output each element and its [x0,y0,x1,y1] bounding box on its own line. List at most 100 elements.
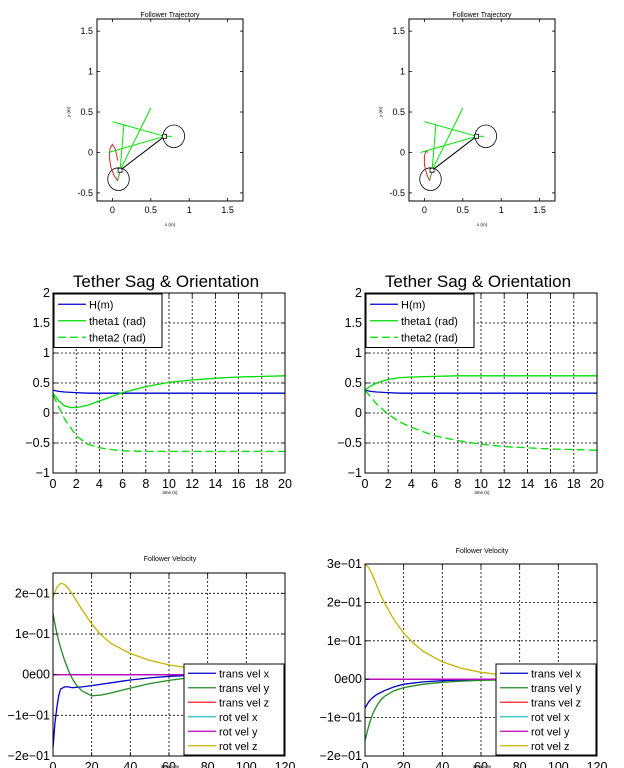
x-tick-label: 0 [50,760,57,768]
x-tick-label: 80 [513,760,527,768]
y-tick-label: 2 [43,286,50,300]
x-tick-label: 0.5 [457,205,470,215]
legend-label: theta1 (rad) [89,316,146,328]
x-tick-label: 1 [499,205,504,215]
plot-area [53,582,189,748]
legend-label: rot vel y [531,726,570,738]
chart-title: Follower Velocity [144,556,197,563]
plot-frame [96,18,244,202]
legend-box [495,663,597,756]
x-tick-label: 1.5 [533,205,546,215]
y-tick-label: −1e−01 [320,711,362,725]
x-tick-label: 80 [201,760,215,768]
legend-label: rot vel y [219,726,258,738]
x-tick-label: 6 [431,477,438,491]
x-tick-label: 100 [548,760,569,768]
trajectory-chart-right: Follower Trajectory 0 0.5 1 1.5 -0.5 0 0.5 1 1.5 x… [378,12,556,227]
y-tick-label: 0e00 [22,668,50,682]
x-tick-label: 12 [497,477,511,491]
plot-area [53,375,285,453]
x-tick-label: 16 [544,477,558,491]
legend-label: trans vel y [219,683,270,695]
x-tick-label: 0 [362,477,369,491]
series-line-0 [365,389,597,394]
legend-label: H(m) [89,299,113,311]
series-line-0 [53,389,285,394]
x-tick-label: 1 [187,205,192,215]
x-tick-label: 60 [162,760,176,768]
x-tick-label: 8 [454,477,461,491]
series-line-6 [108,135,165,153]
legend-label: rot vel x [531,712,570,724]
series-line-1 [365,679,501,741]
series-line-1 [365,375,597,391]
y-tick-label: −1 [348,466,362,480]
y-tick-label: 1e−01 [327,634,362,648]
x-tick-label: 120 [587,760,608,768]
x-axis-label: x (m) [165,222,176,227]
legend-label: theta2 (rad) [89,332,146,344]
x-tick-label: 16 [232,477,246,491]
series-line-0 [423,149,431,182]
x-tick-label: 10 [162,477,176,491]
chart-title: Follower Trajectory [452,12,512,19]
y-tick-label: −1 [36,466,50,480]
y-tick-label: 1.5 [345,316,362,330]
y-tick-label: 3e−01 [327,557,362,571]
plot-area [107,107,186,191]
chart-title: Tether Sag & Orientation [73,272,259,291]
y-tick-label: 1 [355,346,362,360]
x-tick-label: 120 [275,760,296,768]
plot-area [365,375,597,451]
series-line-3 [119,124,125,171]
y-axis-label: y (m) [66,106,71,117]
legend-label: trans vel z [531,697,581,709]
y-tick-label: 0e00 [334,672,362,686]
x-tick-label: 8 [142,477,149,491]
legend-box [183,663,285,756]
marker-square [117,167,123,173]
plot-area [419,107,498,191]
y-tick-label: 1 [400,67,405,77]
x-tick-label: 40 [123,760,137,768]
y-tick-label: 1e−01 [15,627,50,641]
series-line-3 [431,124,437,171]
sag-left-panel: Tether Sag & Orientation 0 2 4 6 8 10 12 14 16 18 2… [0,250,312,505]
series-line-5 [53,582,189,669]
series-line-5 [365,564,501,676]
series-line-4 [431,107,464,171]
y-tick-label: 1 [88,67,93,77]
legend-label: trans vel z [219,697,269,709]
series-line-2 [431,135,477,171]
velocity-chart-right: Follower Velocity 0 20 40 60 80 100 120 −2e−01 −1… [320,548,608,768]
x-tick-label: 0 [50,477,57,491]
series-line-6 [420,135,477,153]
x-axis-label: iterations [473,764,492,768]
series-line-5 [424,121,477,137]
marker-square [429,167,435,173]
legend-label: trans vel x [219,668,270,680]
series-line-2 [365,389,597,451]
traj-right-panel: Follower Trajectory 0 0.5 1 1.5 -0.5 0 0.5 1 1.5 x… [312,0,624,250]
robot-circle [419,167,442,191]
x-tick-label: 0 [362,760,369,768]
y-tick-label: 0.5 [80,107,93,117]
vel-right-panel: Follower Velocity 0 20 40 60 80 100 120 −2e−01 −1… [312,505,624,768]
chart-title: Tether Sag & Orientation [385,272,571,291]
sag-right-panel: Tether Sag & Orientation 0 2 4 6 8 10 12 14 16 18 2… [312,250,624,505]
vel-left-panel: Follower Velocity 0 20 40 60 80 100 120 −2e−01 −1… [0,505,312,768]
y-tick-label: 0.5 [33,376,50,390]
legend-label: theta1 (rad) [401,316,458,328]
series-line-2 [53,394,285,453]
plot-frame [408,18,556,202]
legend-label: rot vel x [219,712,258,724]
x-tick-label: 12 [185,477,199,491]
y-tick-label: 0 [400,147,405,157]
x-tick-label: 0 [110,205,115,215]
series-line-0 [365,678,501,709]
series-line-1 [53,375,285,409]
y-tick-label: -0.5 [389,188,405,198]
x-axis-label: iterations [161,764,180,768]
